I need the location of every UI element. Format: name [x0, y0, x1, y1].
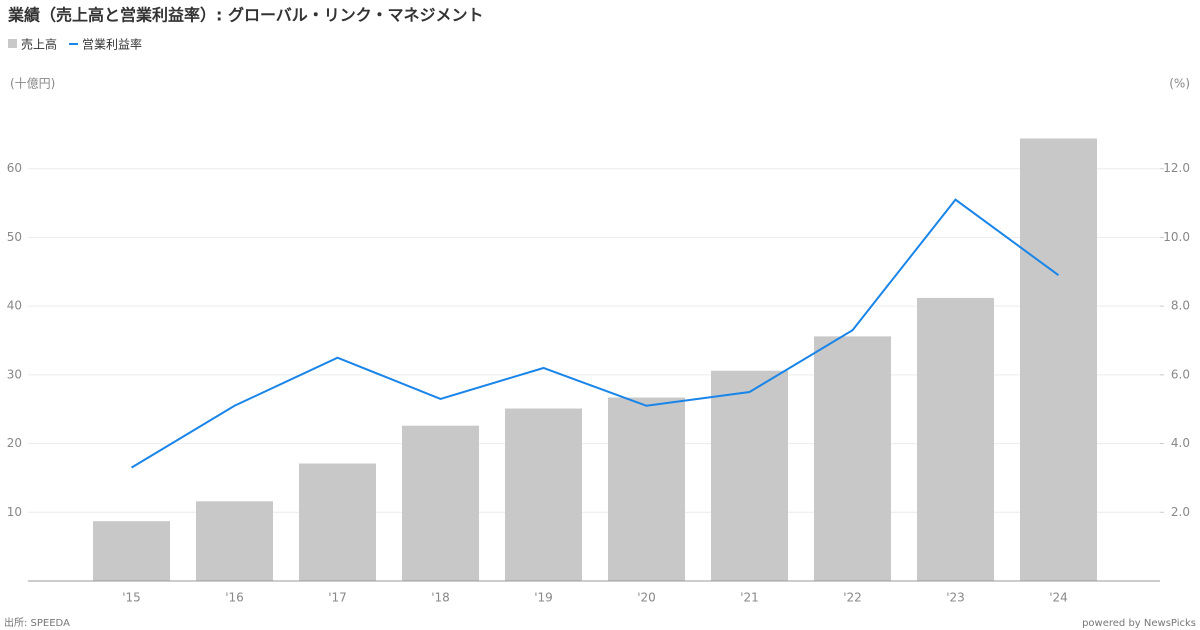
x-tick-label: '17: [328, 591, 347, 605]
x-tick-label: '20: [637, 591, 656, 605]
bar: [608, 397, 685, 581]
legend-label: 売上高: [21, 37, 57, 52]
x-tick-label: '19: [534, 591, 553, 605]
x-tick-label: '24: [1049, 591, 1068, 605]
y2-tick-label: 12.0: [1163, 161, 1190, 175]
y2-tick-label: 4.0: [1171, 436, 1190, 450]
y-tick-label: 50: [7, 230, 22, 244]
y-tick-label: 20: [7, 436, 22, 450]
y2-axis-label: (%): [1169, 77, 1190, 91]
x-tick-label: '18: [431, 591, 450, 605]
bar: [711, 370, 788, 581]
legend-swatch: [8, 39, 17, 48]
y2-tick-label: 8.0: [1171, 299, 1190, 313]
bar: [299, 463, 376, 581]
y-tick-label: 60: [7, 161, 22, 175]
bar: [93, 521, 170, 581]
source: 出所: SPEEDA: [4, 616, 70, 629]
credit: powered by NewsPicks: [1082, 618, 1196, 629]
x-tick-label: '16: [225, 591, 244, 605]
x-tick-label: '15: [122, 591, 141, 605]
bar: [402, 425, 479, 581]
chart-title: 業績（売上高と営業利益率）: グローバル・リンク・マネジメント: [7, 6, 484, 25]
y2-tick-label: 10.0: [1163, 230, 1190, 244]
legend-label: 営業利益率: [82, 37, 142, 52]
bar: [196, 501, 273, 581]
x-tick-label: '22: [843, 591, 862, 605]
y-tick-label: 30: [7, 367, 22, 381]
y-axis-label: (十億円): [10, 77, 55, 91]
bar: [917, 297, 994, 581]
y-tick-label: 10: [7, 505, 22, 519]
bar: [814, 336, 891, 581]
x-tick-label: '23: [946, 591, 965, 605]
y-tick-label: 40: [7, 299, 22, 313]
bar: [1020, 138, 1097, 582]
x-tick-label: '21: [740, 591, 759, 605]
line: [130, 198, 1060, 469]
bar: [505, 408, 582, 581]
y2-tick-label: 2.0: [1171, 505, 1190, 519]
y2-tick-label: 6.0: [1171, 367, 1190, 381]
